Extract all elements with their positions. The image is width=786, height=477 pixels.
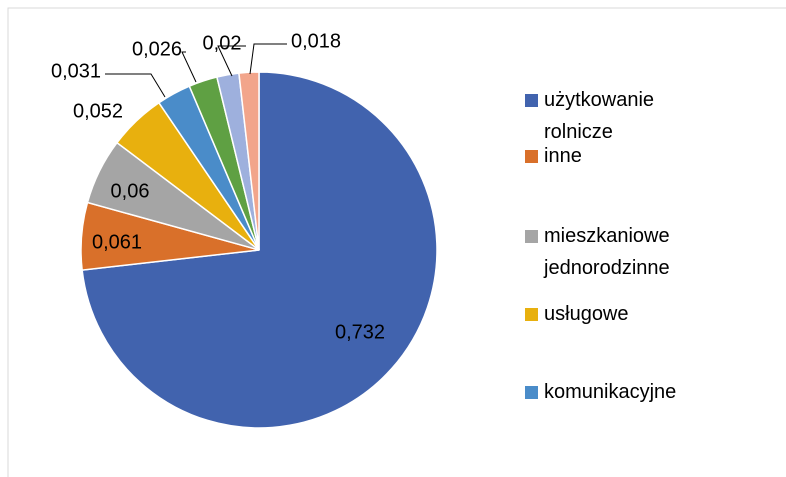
leader-line <box>181 51 197 83</box>
pie-slice <box>238 71 260 251</box>
legend-swatch <box>525 94 538 107</box>
data-label: 0,026 <box>132 38 182 60</box>
legend-label: komunikacyjne <box>544 381 677 403</box>
leader-line <box>105 73 166 98</box>
legend-label: usługowe <box>544 303 629 325</box>
data-label: 0,061 <box>92 231 142 253</box>
leader-line <box>249 43 287 75</box>
leader-line <box>217 45 246 77</box>
legend-label: mieszkaniowe jednorodzinne <box>544 225 670 279</box>
data-label: 0,031 <box>51 60 101 82</box>
legend-item: usługowe <box>525 298 775 330</box>
legend-swatch <box>525 230 538 243</box>
data-label: 0,018 <box>291 30 341 52</box>
legend-item: inne <box>525 140 775 172</box>
data-label: 0,732 <box>335 321 385 343</box>
legend-item: użytkowanie rolnicze <box>525 84 775 148</box>
legend-label: inne <box>544 145 582 167</box>
data-label: 0,052 <box>73 100 123 122</box>
legend-item: mieszkaniowe jednorodzinne <box>525 220 775 284</box>
frame <box>7 7 786 477</box>
legend-swatch <box>525 308 538 321</box>
data-label: 0,06 <box>111 180 150 202</box>
legend-swatch <box>525 150 538 163</box>
legend-label: użytkowanie rolnicze <box>544 89 655 143</box>
legend-swatch <box>525 386 538 399</box>
legend-item: komunikacyjne <box>525 376 775 408</box>
data-label: 0,02 <box>203 32 242 54</box>
